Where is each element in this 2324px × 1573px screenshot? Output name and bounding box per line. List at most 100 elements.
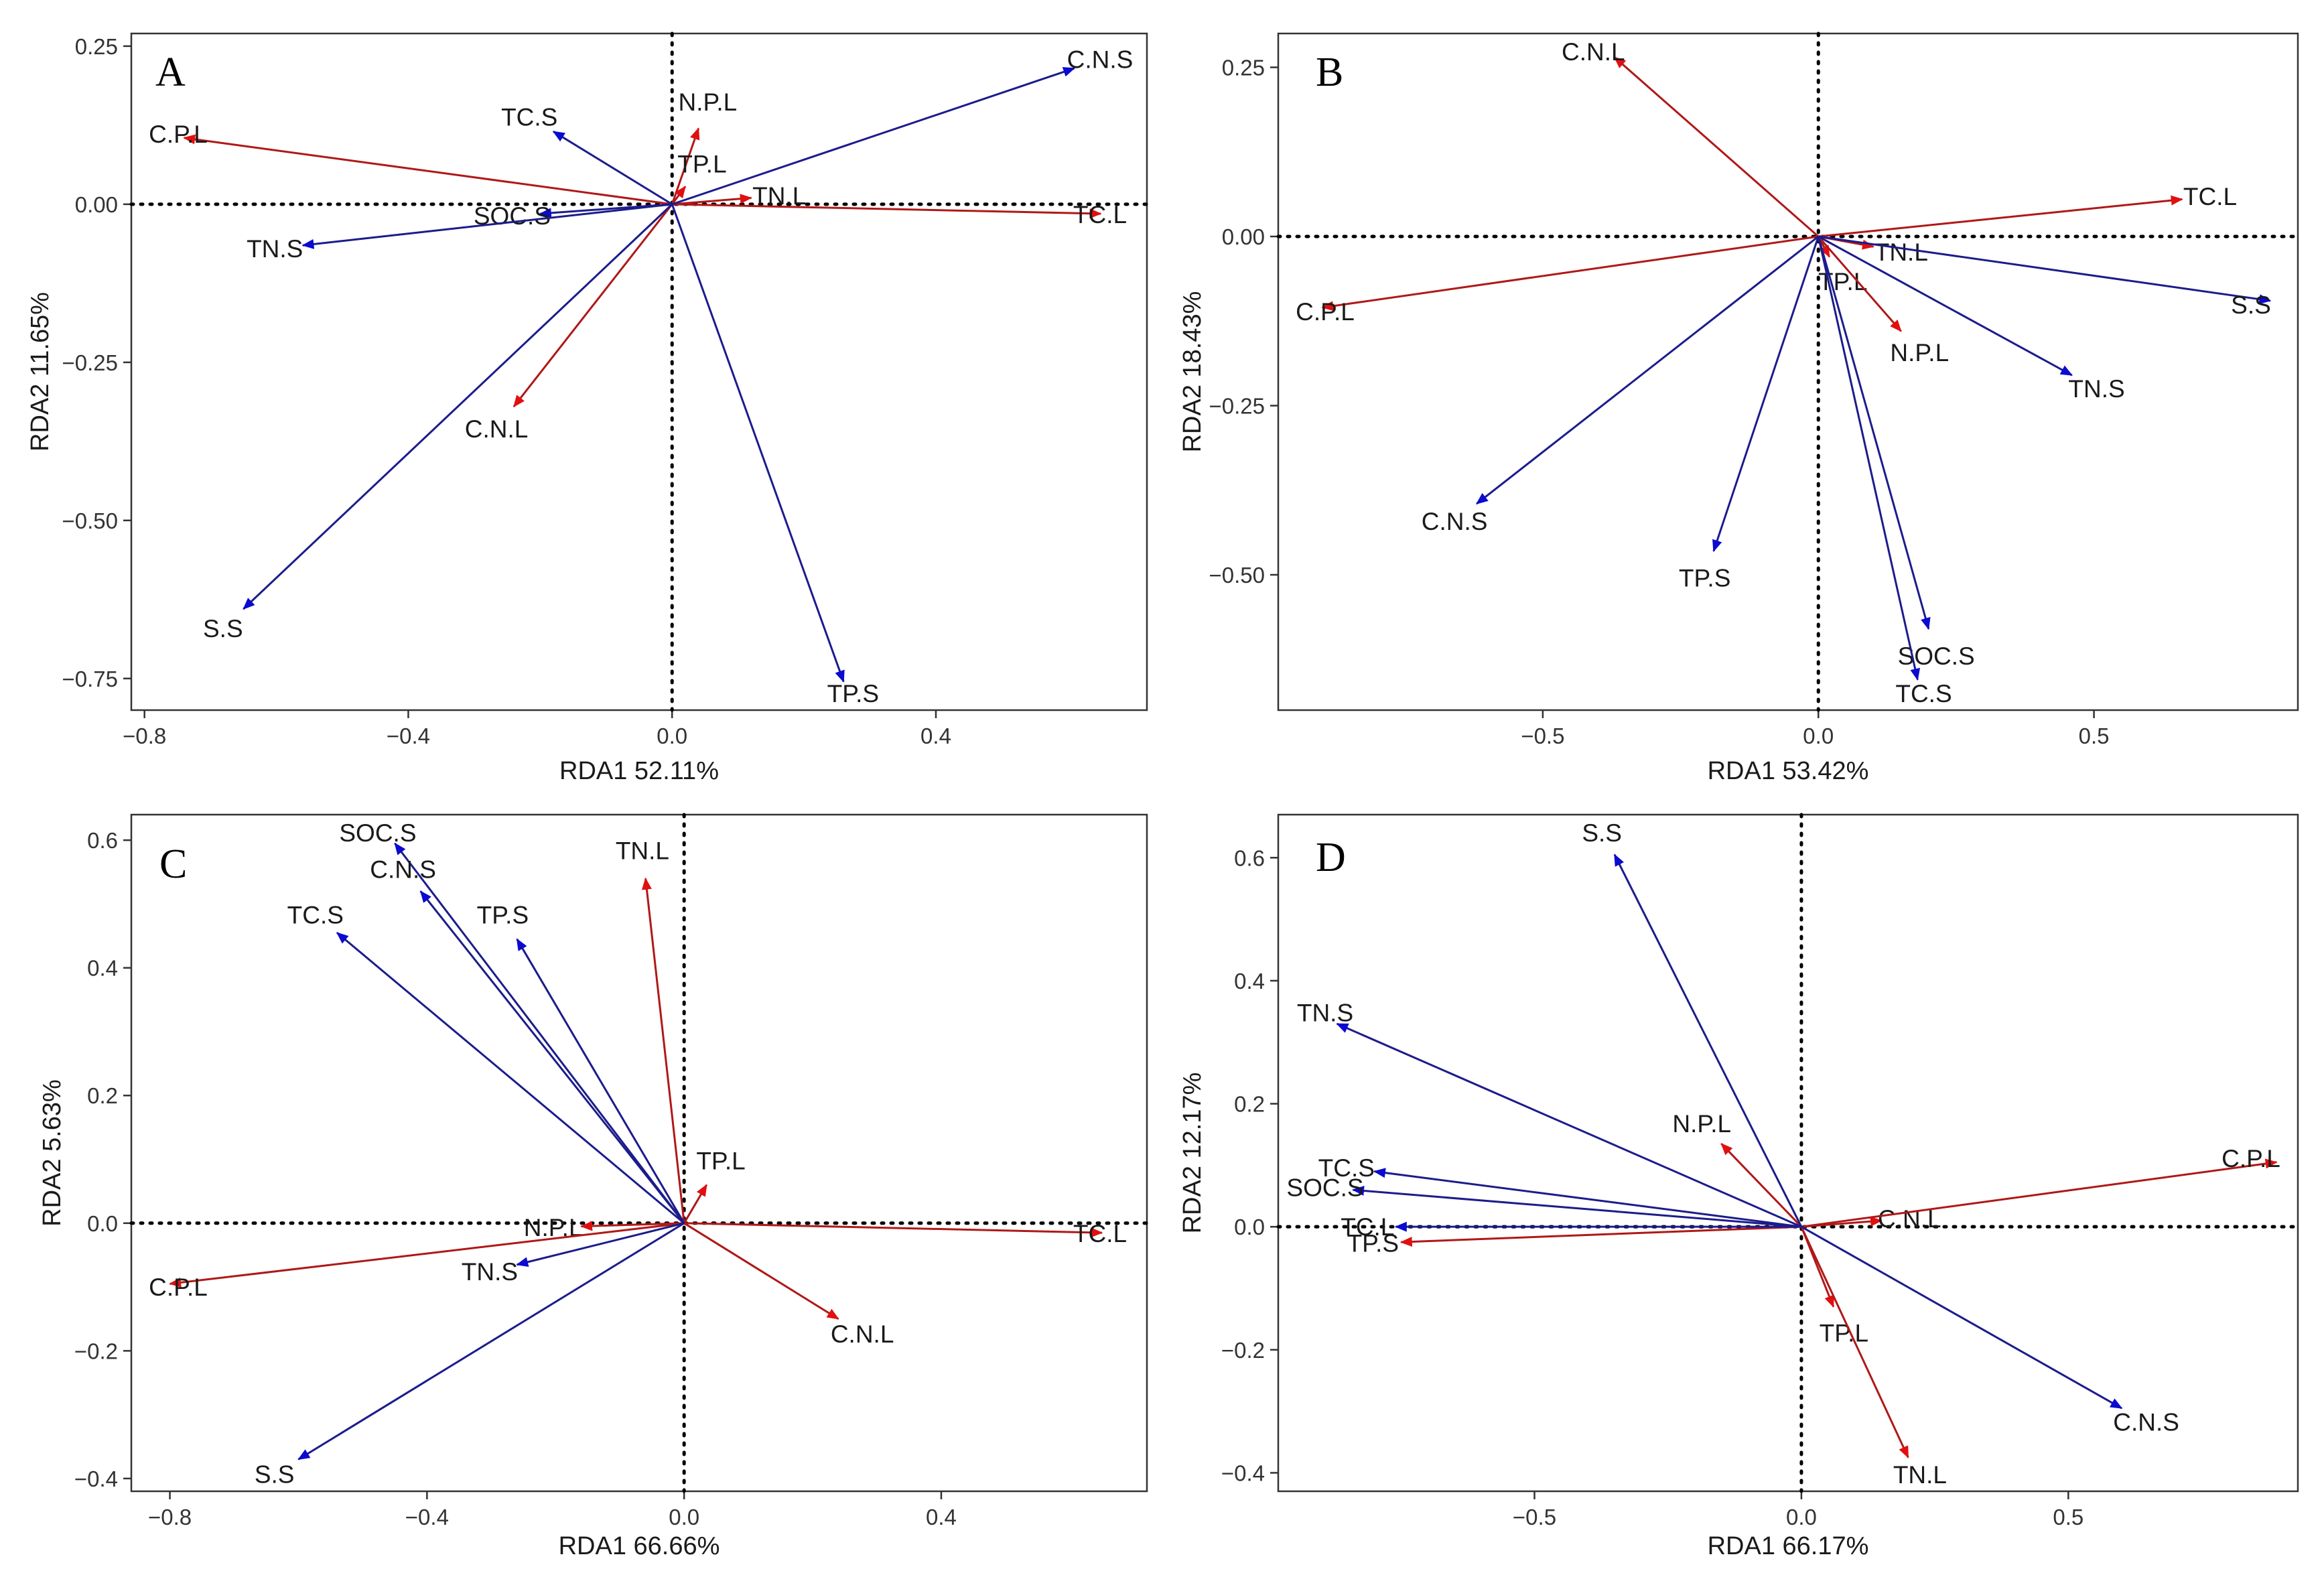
panel-c-plot-frame [130,813,1148,1493]
panel-c-x-tick-label: −0.8 [148,1505,192,1529]
panel-c-y-tick-label: 0.0 [87,1211,118,1236]
panel-c-vector-label: TN.L [616,837,669,865]
panel-b-plot-frame [1277,32,2299,711]
panel-a-x-tick-label: −0.4 [387,724,430,748]
panel-a-vector-s-s [243,203,673,610]
panel-d-vector-label: TP.L [1820,1320,1868,1347]
panel-c-x-tick-label: −0.4 [405,1505,449,1529]
panel-a-vectors-layer: C.P.LTC.LN.P.LTP.LTN.LC.N.LTC.SC.N.SSOC.… [149,46,1133,707]
panel-c-vector-c-n-l [683,1222,839,1320]
panel-b-vector-c-n-s [1475,235,1820,505]
panel-b-vector-tc-l [1818,195,2183,238]
panel-c-vectors-layer: TN.LTP.LTC.LN.P.LC.P.LC.N.LSOC.SC.N.STP.… [149,819,1127,1488]
panel-b-axes-layer: −0.5 0.0 0.5 −0.50 −0.25 0.00 0.25 [1209,31,2300,748]
panel-d-vector-label: TC.S [1318,1154,1375,1182]
panel-a-vector-label: C.P.L [149,121,208,148]
panel-a-vector-label: TC.L [1073,201,1127,228]
panel-d-vector-c-n-s [1801,1225,2123,1410]
panel-d-vector-tc-s [1373,1168,1802,1228]
panel-d-x-tick-label: 0.0 [1786,1505,1817,1529]
panel-b-vector-n-p-l [1818,236,1902,332]
panel-d-vector-label: S.S [1582,819,1622,847]
panel-a-y-tick-label: −0.50 [62,508,119,533]
panel-b-y-tick-label: −0.50 [1209,563,1266,588]
panel-b: −0.5 0.0 0.5 −0.50 −0.25 0.00 0.25 C.N.L TC.L TN… [1178,31,2300,785]
panel-b-vector-label: TN.S [2068,375,2124,403]
panel-d-vector-label: C.N.S [2113,1409,2179,1436]
panel-b-x-tick-label: −0.5 [1521,724,1564,748]
panel-d-vector-label: TN.L [1893,1461,1947,1489]
panel-c-vector-tn-s [516,1222,685,1268]
panel-a-vector-tn-l [672,194,752,206]
panel-a-vector-tp-s [671,204,845,683]
panel-c-vector-label: C.P.L [149,1274,208,1301]
panel-a-y-tick-label: −0.25 [62,350,119,375]
panel-a-vector-tn-s [301,203,673,249]
panel-a-vector-tp-l [671,186,687,205]
panel-a-letter: A [155,50,186,95]
panel-d-vector-tn-s [1336,1022,1802,1228]
panel-a-vector-label: TC.S [501,103,557,131]
panel-b-vector-c-n-l [1613,56,1820,238]
panel-d-vector-label: N.P.L [1672,1110,1731,1138]
panel-a-y-tick-label: −0.75 [62,667,119,691]
panel-b-vector-label: C.N.S [1422,508,1488,535]
panel-d-vector-c-p-l [1801,1158,2278,1228]
panel-b-vector-label: TC.L [2183,183,2237,210]
panel-d-x-tick-label: 0.5 [2053,1505,2083,1529]
panel-c-vector-tn-l [641,877,685,1223]
panel-d: −0.5 0.0 0.5 −0.4 −0.2 0.0 0.2 0.4 0.6 N.P.L C.N.… [1178,813,2300,1560]
panel-b-letter: B [1316,50,1343,95]
panel-b-x-tick-label: 0.5 [2079,724,2110,748]
panel-c-x-axis-title: RDA1 66.66% [559,1532,720,1560]
panel-a-x-tick-label: 0.0 [657,724,687,748]
panel-c-vector-label: C.N.L [831,1320,894,1348]
panel-d-vector-label: SOC.S [1286,1174,1363,1202]
panel-d-plot-frame [1277,813,2299,1493]
panel-a-vector-label: TP.S [827,680,879,707]
panel-c-letter: C [159,841,187,887]
panel-c-vector-label: SOC.S [339,819,416,847]
panel-d-vectors-layer: N.P.LC.N.LC.P.LTP.STP.LTN.LS.STN.STC.SSO… [1286,819,2280,1489]
panel-a-vector-label: N.P.L [678,88,737,116]
panel-a-y-tick-label: 0.25 [75,34,118,59]
panel-c: −0.8 −0.4 0.0 0.4 −0.4 −0.2 0.0 0.2 0.4 0.6 TN.L T… [38,813,1149,1560]
panel-a-x-tick-label: −0.8 [123,724,166,748]
panel-a-vector-label: C.N.S [1067,46,1134,73]
panel-d-vector-label: TN.S [1297,999,1353,1026]
panel-b-x-axis-title: RDA1 53.42% [1708,757,1869,785]
panel-a-x-axis-title: RDA1 52.11% [559,757,719,785]
panel-b-x-tick-label: 0.0 [1803,724,1834,748]
panel-d-vector-label: C.P.L [2222,1145,2280,1172]
panel-c-x-tick-label: 0.0 [669,1505,699,1529]
panel-d-vector-tn-l [1800,1226,1909,1458]
panel-c-vector-c-p-l [169,1222,685,1288]
panel-c-y-axis-title: RDA2 5.63% [38,1079,66,1227]
panel-c-y-tick-label: 0.6 [87,828,118,853]
panel-d-x-tick-label: −0.5 [1513,1505,1556,1529]
panel-d-letter: D [1316,835,1346,880]
panel-c-vector-label: TC.S [287,901,344,929]
panel-d-vector-label: TC.L [1341,1213,1394,1241]
panel-b-y-tick-label: 0.00 [1222,224,1265,249]
panel-a-vector-label: S.S [203,615,243,642]
panel-b-vectors-layer: C.N.LTC.LTN.LC.P.LTP.LN.P.LS.STN.SC.N.ST… [1296,38,2272,707]
panel-b-vector-label: S.S [2231,291,2271,319]
panel-c-vector-s-s [297,1222,685,1460]
panel-d-y-axis-title: RDA2 12.17% [1178,1073,1207,1234]
panel-b-vector-tn-s [1818,235,2073,377]
panel-a-y-tick-label: 0.00 [75,192,118,217]
panel-d-y-tick-label: 0.2 [1234,1092,1265,1117]
panel-d-x-axis-title: RDA1 66.17% [1708,1532,1869,1560]
panel-c-y-tick-label: 0.2 [87,1083,118,1108]
panel-a-vector-label: TN.S [247,235,303,263]
panel-b-vector-label: TN.L [1874,238,1928,266]
panel-c-vector-tc-l [684,1222,1103,1238]
panel-c-vector-c-n-s [419,890,685,1224]
panel-c-y-tick-label: −0.4 [74,1466,118,1491]
panel-d-vector-n-p-l [1720,1143,1803,1228]
panel-a: −0.8 −0.4 0.0 0.4 −0.75 −0.50 −0.25 0.00 0.25 C.… [26,31,1149,785]
panel-a-vector-label: TN.L [752,182,806,210]
panel-c-vector-n-p-l [580,1221,685,1231]
panel-c-vector-tp-s [516,938,685,1224]
